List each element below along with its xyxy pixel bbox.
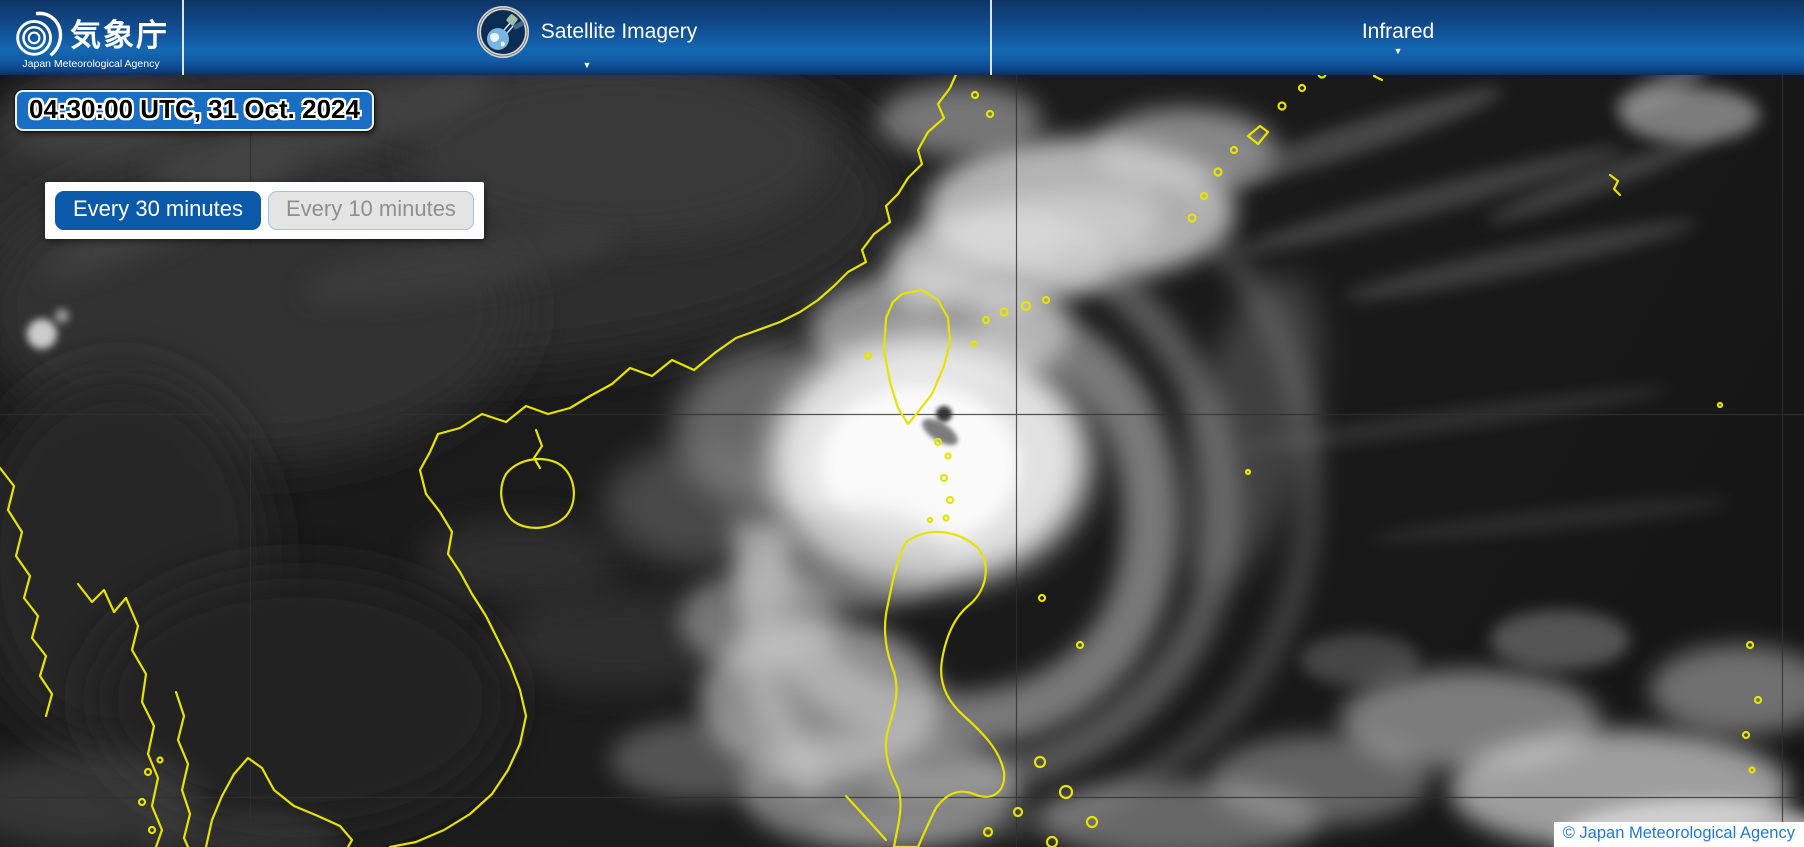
product-selector-label: Satellite Imagery <box>540 20 698 43</box>
chevron-down-icon: ▼ <box>1393 46 1403 56</box>
satellite-globe-icon <box>476 6 529 58</box>
jma-logo-icon <box>16 11 63 57</box>
agency-name-jp: 気象庁 <box>70 18 169 53</box>
cloud-imagery <box>0 30 1804 847</box>
attribution-link[interactable]: © Japan Meteorological Agency <box>1553 822 1804 847</box>
interval-toggle-panel: Every 30 minutes Every 10 minutes <box>45 182 484 239</box>
agency-name-en: Japan Meteorological Agency <box>22 58 160 70</box>
band-selector-dropdown[interactable]: Infrared ▼ <box>992 0 1804 75</box>
chevron-down-icon: ▼ <box>582 60 592 70</box>
header-divider <box>990 0 992 75</box>
header-divider <box>182 0 184 75</box>
band-selector-label: Infrared <box>1361 20 1435 43</box>
app-header: 気象庁 Japan Meteorological Agency Satellit… <box>0 0 1804 75</box>
interval-button-10min[interactable]: Every 10 minutes <box>267 191 474 230</box>
product-selector-dropdown[interactable]: Satellite Imagery ▼ <box>184 0 990 75</box>
jma-logo[interactable]: 気象庁 Japan Meteorological Agency <box>0 0 182 75</box>
timestamp-badge: 04:30:00 UTC, 31 Oct. 2024 <box>15 90 374 131</box>
interval-button-30min[interactable]: Every 30 minutes <box>55 191 261 230</box>
